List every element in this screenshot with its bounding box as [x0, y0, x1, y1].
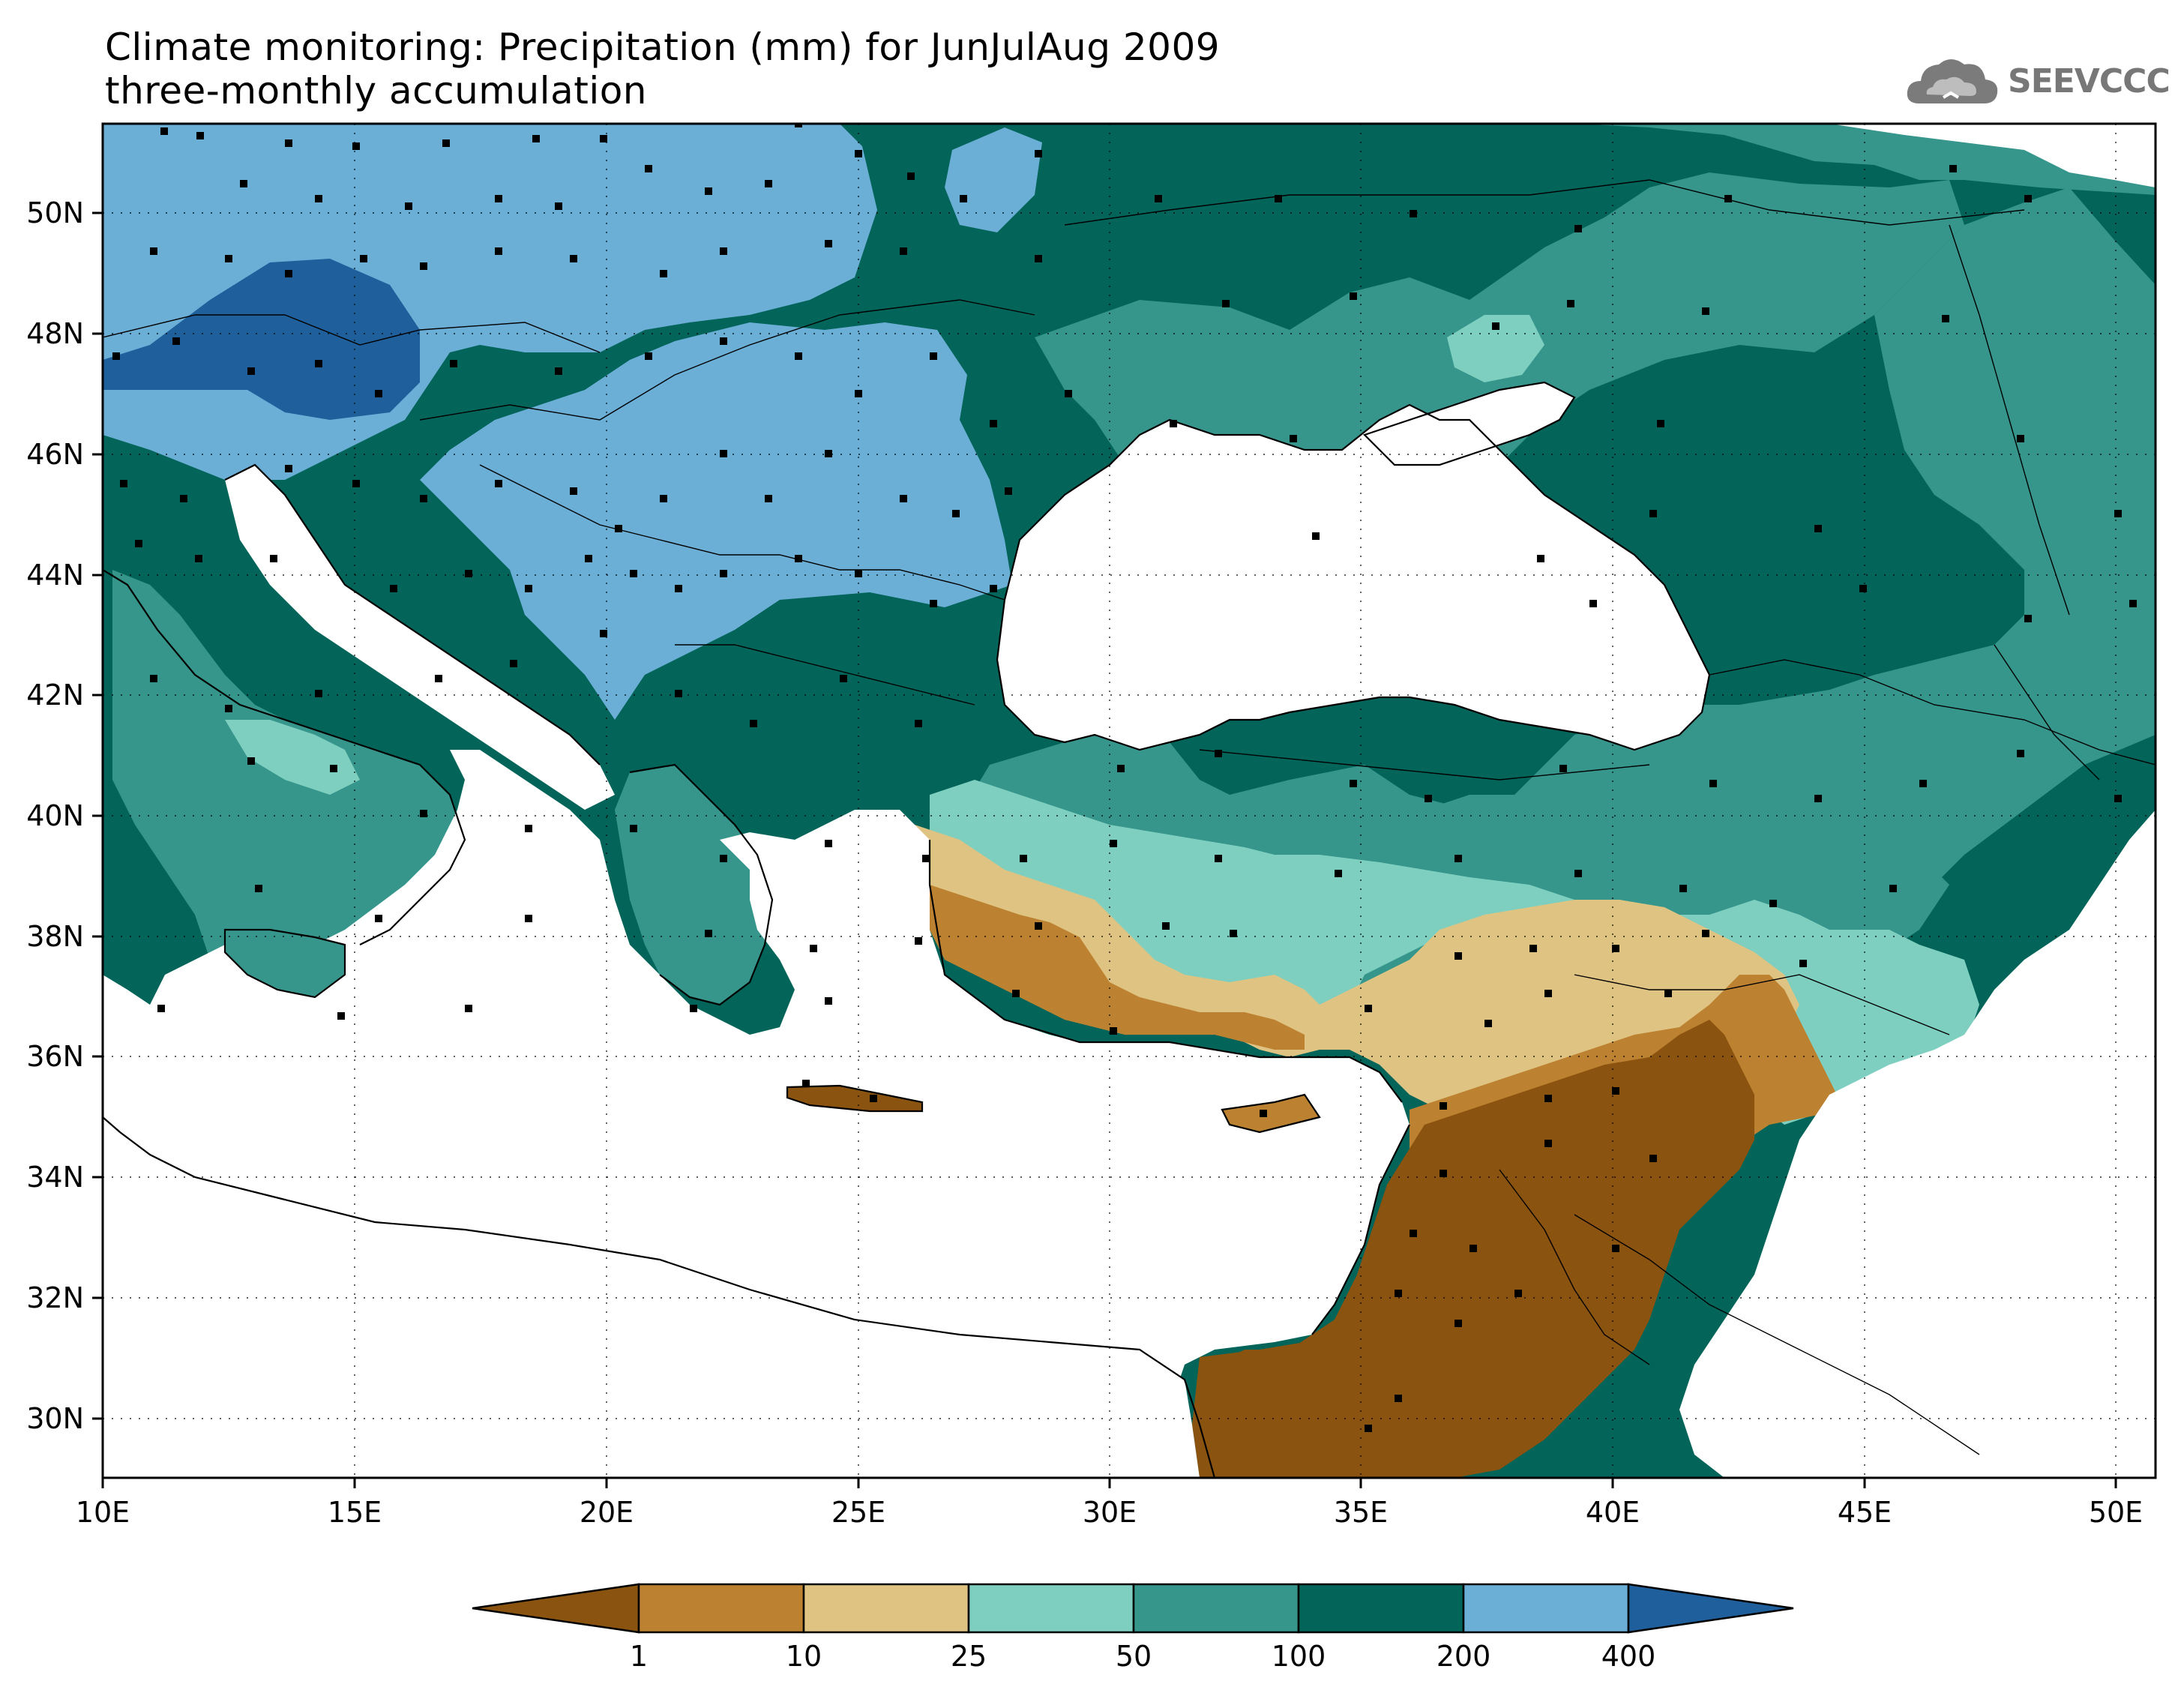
field-under-1-egypt: [1192, 1335, 1395, 1478]
colorbar-swatch: [967, 1583, 1135, 1634]
field-50-100-greece: [615, 765, 772, 1005]
x-tick-label: 25E: [831, 1496, 885, 1529]
y-tick-label: 42N: [26, 679, 84, 712]
field-200-400-ukraine-blob: [945, 127, 1042, 232]
colorbar-swatch: [802, 1583, 970, 1634]
colorbar-label: 25: [951, 1640, 987, 1673]
axis-ticks: [92, 211, 2117, 1488]
colorbar: [472, 1583, 1794, 1634]
x-tick-label: 35E: [1334, 1496, 1388, 1529]
land-northeast-nodata: [1829, 124, 2156, 187]
colorbar-labels: 1 10 25 50 100 200 400: [630, 1640, 1655, 1673]
precipitation-fields: [103, 124, 2156, 1478]
land-north-africa-nodata: [103, 1117, 1200, 1478]
colorbar-swatch: [1462, 1583, 1630, 1634]
colorbar-label: 1: [630, 1640, 648, 1673]
y-tick-label: 32N: [26, 1281, 84, 1314]
field-over-400: [103, 259, 420, 420]
x-tick-label: 40E: [1586, 1496, 1640, 1529]
colorbar-swatch: [1132, 1583, 1300, 1634]
y-tick-label: 36N: [26, 1040, 84, 1073]
title-line-1: Climate monitoring: Precipitation (mm) f…: [105, 25, 1221, 69]
y-tick-label: 50N: [26, 196, 84, 229]
y-tick-label: 46N: [26, 438, 84, 471]
graticule: [103, 124, 2156, 1478]
y-tick-label: 48N: [26, 317, 84, 350]
field-25-50-crimea: [1447, 315, 1544, 382]
y-tick-label: 34N: [26, 1161, 84, 1194]
colorbar-high-arrow: [1627, 1583, 1794, 1634]
field-50-100-caucasus: [945, 187, 2156, 1125]
station-markers: [112, 124, 2137, 1432]
field-1-10-turkey-sw: [930, 885, 1305, 1050]
x-tick-label: 50E: [2089, 1496, 2143, 1529]
seevccc-logo: SEEVCCC: [1904, 51, 2171, 111]
sea-azov: [1365, 382, 1574, 465]
x-tick-label: 45E: [1838, 1496, 1892, 1529]
land-east-nodata: [1679, 810, 2156, 1478]
y-tick-label: 44N: [26, 559, 84, 592]
country-borders: [103, 179, 2156, 1455]
field-200-400-balkans: [420, 322, 1012, 720]
island-crete: [787, 1086, 922, 1111]
colorbar-swatch: [1297, 1583, 1465, 1634]
x-tick-labels: 10E 15E 20E 25E 30E 35E 40E 45E 50E: [76, 1496, 2143, 1529]
chart-title: Climate monitoring: Precipitation (mm) f…: [105, 25, 1220, 112]
field-10-25-turkey-south: [915, 825, 1799, 1110]
title-line-2: three-monthly accumulation: [105, 69, 647, 112]
y-tick-label: 40N: [26, 799, 84, 832]
logo-text: SEEVCCC: [2008, 61, 2171, 100]
x-tick-label: 30E: [1083, 1496, 1137, 1529]
cloud-icon: [1907, 59, 1998, 103]
coastlines: [103, 381, 1711, 1478]
colorbar-label: 50: [1116, 1640, 1152, 1673]
y-tick-label: 38N: [26, 920, 84, 953]
x-tick-label: 10E: [76, 1496, 130, 1529]
colorbar-label: 10: [786, 1640, 822, 1673]
colorbar-label: 200: [1437, 1640, 1491, 1673]
x-tick-label: 20E: [580, 1496, 634, 1529]
colorbar-label: 400: [1601, 1640, 1656, 1673]
colorbar-label: 100: [1272, 1640, 1326, 1673]
colorbar-swatch: [637, 1583, 805, 1634]
y-tick-label: 30N: [26, 1402, 84, 1435]
x-tick-label: 15E: [328, 1496, 382, 1529]
sea-black-sea: [997, 405, 1709, 750]
field-25-50-italy-spot: [225, 720, 360, 795]
island-sicily: [225, 930, 345, 997]
colorbar-low-arrow: [472, 1583, 640, 1634]
y-tick-labels: 50N 48N 46N 44N 42N 40N 38N 36N 34N 32N …: [26, 196, 84, 1435]
map-frame: [101, 122, 2157, 1479]
